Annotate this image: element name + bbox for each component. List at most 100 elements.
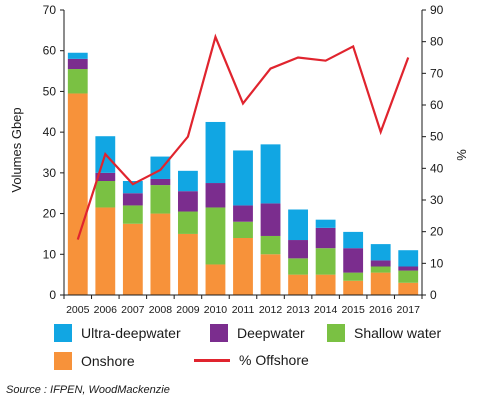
bar-shallow-water-2010 [205, 207, 226, 265]
bar-deepwater-2014 [315, 227, 336, 249]
legend-item-shallow-water: Shallow water [327, 324, 441, 342]
bar-shallow-water-2017 [398, 270, 419, 283]
bar-shallow-water-2009 [178, 211, 198, 234]
bar-shallow-water-2007 [122, 205, 143, 224]
legend-label-shallow-water: Shallow water [354, 325, 442, 341]
legend-label-ultra-deepwater: Ultra-deepwater [81, 325, 181, 341]
bar-onshore-2013 [288, 274, 308, 295]
y-tick-label-70: 70 [43, 3, 57, 17]
bar-deepwater-2016 [370, 260, 391, 267]
legend-swatch-shallow-water [327, 324, 345, 342]
y-tick-label-40: 40 [43, 125, 57, 139]
bar-ultra-deepwater-2009 [178, 170, 198, 192]
x-tick-label-2014: 2014 [314, 304, 338, 316]
bar-shallow-water-2013 [288, 258, 308, 275]
bar-deepwater-2013 [288, 240, 308, 259]
y-tick-label-50: 50 [43, 84, 57, 98]
offshore-line-group [76, 33, 410, 240]
bar-ultra-deepwater-2011 [233, 150, 253, 206]
y-tick-label-30: 30 [43, 166, 57, 180]
bar-ultra-deepwater-2012 [260, 144, 281, 204]
y2-tick-label-50: 50 [430, 130, 444, 144]
bar-shallow-water-2014 [315, 248, 336, 275]
bar-ultra-deepwater-2014 [315, 219, 336, 228]
bar-ultra-deepwater-2015 [343, 231, 364, 249]
bar-deepwater-2007 [122, 193, 143, 206]
x-tick-label-2013: 2013 [286, 304, 310, 316]
y2-tick-label-20: 20 [430, 225, 444, 239]
y2-tick-label-60: 60 [430, 98, 444, 112]
legend-item-ultra-deepwater: Ultra-deepwater [54, 324, 181, 342]
legend-item-deepwater: Deepwater [210, 324, 305, 342]
x-tick-label-2015: 2015 [341, 304, 365, 316]
bar-shallow-water-2011 [233, 221, 253, 238]
y-tick-label-60: 60 [43, 44, 57, 58]
y-tick-label-10: 10 [43, 247, 57, 261]
bar-deepwater-2008 [150, 178, 171, 186]
bar-onshore-2012 [260, 254, 281, 295]
y2-tick-label-30: 30 [430, 193, 444, 207]
y-tick-label-20: 20 [43, 207, 57, 221]
y2-tick-label-10: 10 [430, 256, 444, 270]
y2-tick-label-90: 90 [430, 3, 444, 17]
x-tick-label-2005: 2005 [66, 304, 90, 316]
bar-deepwater-2011 [233, 205, 253, 222]
legend-label-deepwater: Deepwater [237, 325, 305, 341]
x-tick-label-2010: 2010 [204, 304, 228, 316]
bar-ultra-deepwater-2007 [122, 181, 143, 194]
source-note: Source : IFPEN, WoodMackenzie [6, 384, 170, 396]
bar-shallow-water-2008 [150, 185, 171, 214]
legend-swatch-offshore [194, 358, 230, 362]
x-tick-label-2016: 2016 [369, 304, 393, 316]
x-tick-label-2009: 2009 [176, 304, 200, 316]
bar-deepwater-2010 [205, 183, 226, 208]
y2-tick-label-70: 70 [430, 66, 444, 80]
bar-onshore-2016 [370, 272, 391, 295]
x-tick-label-2011: 2011 [232, 304, 255, 316]
legend-swatch-onshore [54, 352, 72, 370]
x-tick-label-2012: 2012 [259, 304, 283, 316]
bar-shallow-water-2016 [370, 266, 391, 273]
bar-deepwater-2017 [398, 266, 419, 271]
x-tick-label-2017: 2017 [397, 304, 421, 316]
bar-deepwater-2012 [260, 203, 281, 236]
bar-shallow-water-2005 [67, 69, 88, 94]
bar-ultra-deepwater-2013 [288, 209, 308, 241]
bar-onshore-2011 [233, 238, 253, 295]
chart: 0 10 20 30 40 50 60 70 0 10 20 30 40 50 60 70 80 90 2005 20… [9, 3, 469, 316]
axes-group: 0 10 20 30 40 50 60 70 0 10 20 30 40 50 60 70 80 90 2005 20… [43, 3, 444, 316]
bar-onshore-2008 [150, 213, 171, 295]
y2-tick-label-0: 0 [430, 288, 437, 302]
y-axis-title: Volumes Gbep [9, 107, 24, 192]
y2-axis-title: % [454, 149, 469, 161]
bar-shallow-water-2012 [260, 235, 281, 255]
bar-deepwater-2015 [343, 248, 364, 273]
bar-onshore-2006 [95, 207, 116, 295]
bar-deepwater-2006 [95, 172, 116, 181]
bar-deepwater-2005 [67, 58, 88, 70]
legend-label-offshore: % Offshore [239, 352, 309, 368]
bars-group [67, 52, 419, 295]
bar-onshore-2014 [315, 274, 336, 295]
x-tick-label-2008: 2008 [149, 304, 173, 316]
legend-label-onshore: Onshore [81, 353, 135, 369]
y2-tick-label-80: 80 [430, 35, 444, 49]
bar-deepwater-2009 [178, 191, 198, 212]
bar-onshore-2005 [67, 93, 88, 295]
bar-onshore-2007 [122, 223, 143, 295]
legend: Ultra-deepwater Deepwater Shallow water … [44, 322, 484, 378]
y-tick-label-0: 0 [49, 288, 56, 302]
legend-swatch-deepwater [210, 324, 228, 342]
legend-item-offshore: % Offshore [194, 352, 309, 368]
legend-item-onshore: Onshore [54, 352, 135, 370]
bar-ultra-deepwater-2005 [67, 52, 88, 59]
x-tick-label-2007: 2007 [121, 304, 145, 316]
bar-onshore-2010 [205, 264, 226, 295]
bar-shallow-water-2006 [95, 181, 116, 208]
bar-ultra-deepwater-2010 [205, 121, 226, 184]
legend-swatch-ultra-deepwater [54, 324, 72, 342]
y2-tick-label-40: 40 [430, 161, 444, 175]
bar-onshore-2009 [178, 233, 198, 295]
x-tick-label-2006: 2006 [94, 304, 118, 316]
bar-onshore-2015 [343, 280, 364, 295]
